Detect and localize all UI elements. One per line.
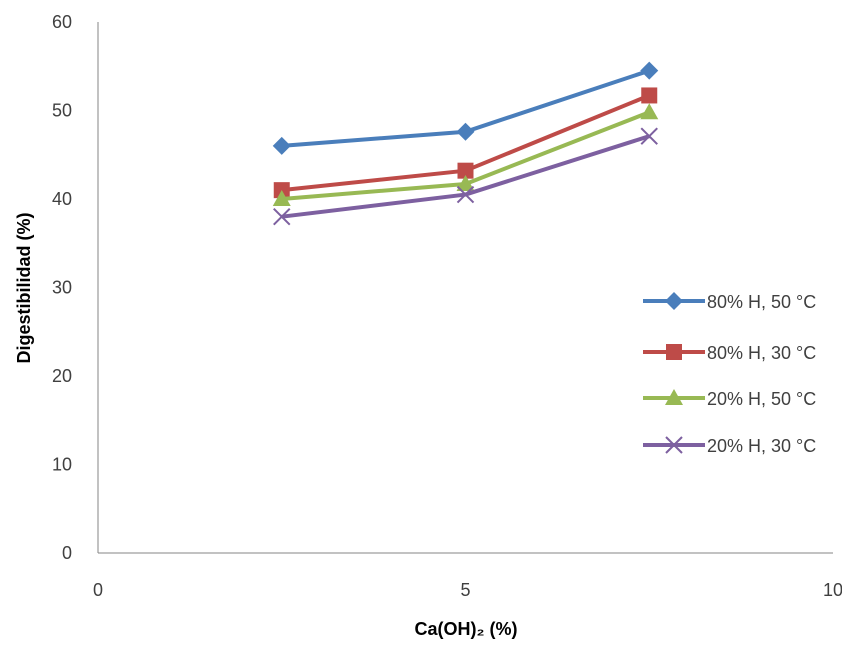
data-point (272, 136, 291, 155)
legend-item: 80% H, 50 °C (643, 292, 816, 312)
y-tick-label: 10 (52, 455, 72, 475)
data-point (272, 190, 291, 206)
data-point (641, 87, 658, 104)
data-point (640, 61, 659, 80)
y-tick-label: 40 (52, 189, 72, 209)
x-tick-label: 0 (93, 580, 103, 600)
y-axis-title: Digestibilidad (%) (14, 212, 34, 363)
data-point (273, 207, 291, 226)
y-tick-label: 20 (52, 366, 72, 386)
x-axis-title: Ca(OH)₂ (%) (415, 619, 518, 639)
series-4 (273, 127, 658, 226)
y-tick-label: 30 (52, 278, 72, 298)
series-group (272, 61, 659, 226)
series-1 (272, 61, 659, 155)
legend-marker (666, 344, 682, 360)
legend-marker (665, 389, 683, 405)
data-point (456, 122, 475, 141)
axes (97, 22, 833, 554)
legend-label: 20% H, 50 °C (707, 389, 816, 409)
x-tick-label: 10 (823, 580, 842, 600)
legend-item: 20% H, 30 °C (643, 436, 816, 456)
data-point (457, 162, 474, 179)
legend-marker (665, 292, 683, 310)
tick-labels: 0 10 20 30 40 50 60 0 5 10 (52, 12, 842, 600)
legend-label: 20% H, 30 °C (707, 436, 816, 456)
legend-item: 20% H, 50 °C (643, 389, 816, 409)
data-point (640, 103, 659, 120)
y-tick-label: 0 (62, 543, 72, 563)
legend-label: 80% H, 50 °C (707, 292, 816, 312)
series-3 (272, 103, 659, 206)
legend-label: 80% H, 30 °C (707, 343, 816, 363)
series-2 (273, 87, 658, 199)
legend: 80% H, 50 °C 80% H, 30 °C 20% H, 50 °C 20% … (643, 292, 816, 456)
y-tick-label: 50 (52, 101, 72, 121)
data-point (640, 127, 658, 145)
legend-item: 80% H, 30 °C (643, 343, 816, 363)
data-point (456, 174, 475, 191)
x-tick-label: 5 (460, 580, 470, 600)
legend-marker (665, 436, 683, 454)
y-tick-label: 60 (52, 12, 72, 32)
data-point (456, 185, 475, 204)
